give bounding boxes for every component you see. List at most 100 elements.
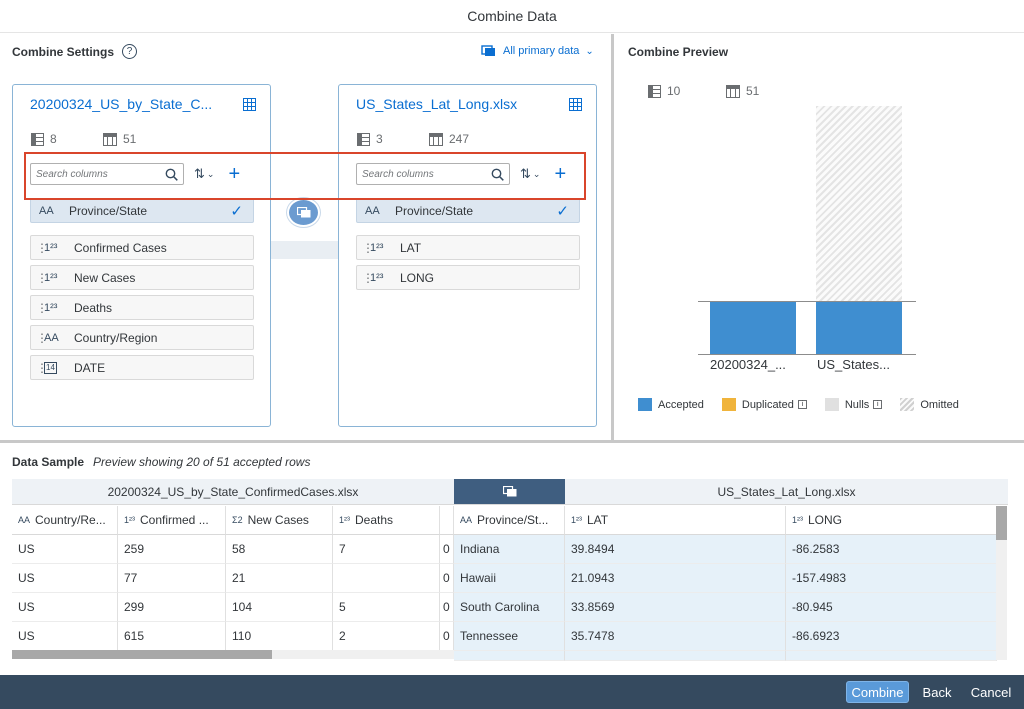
combine-preview-panel: Combine Preview 10 51 20200324_... US_St… [614, 34, 1024, 440]
table-cell[interactable]: 33.8569 [565, 593, 786, 622]
primary-data-dropdown[interactable]: All primary data ⌄ [481, 45, 594, 57]
table-cell[interactable]: 5 [333, 593, 440, 622]
bar-omitted-1[interactable] [816, 106, 902, 301]
table-cell[interactable]: -157.4983 [786, 564, 997, 593]
right-column-item[interactable]: AA Province/State ✓ [356, 198, 580, 223]
column-header[interactable]: Σ2 New Cases [226, 506, 333, 535]
table-cell [454, 651, 565, 661]
right-column-item[interactable]: ⋮ 1²³ LONG [356, 265, 580, 290]
table-cell[interactable]: 2 [333, 622, 440, 651]
type-icon: 1²³ [571, 515, 582, 525]
column-header[interactable]: AA Province/St... [454, 506, 565, 535]
table-cell[interactable]: 0 [440, 564, 454, 593]
type-icon: AA [460, 515, 473, 525]
table-cell[interactable]: -80.945 [786, 593, 997, 622]
table-cell[interactable]: 0 [440, 593, 454, 622]
drag-handle-icon[interactable]: ⋮ [362, 270, 374, 285]
left-column-item[interactable]: ⋮ AA Country/Region [30, 325, 254, 350]
drag-handle-icon[interactable]: ⋮ [36, 300, 48, 315]
table-cell[interactable]: South Carolina [454, 593, 565, 622]
table-cell[interactable]: US [12, 622, 118, 651]
table-cell[interactable]: Indiana [454, 535, 565, 564]
left-column-item[interactable]: ⋮ 1²³ Confirmed Cases [30, 235, 254, 260]
left-search-input[interactable]: Search columns [30, 163, 184, 185]
column-header[interactable]: 1²³ LONG [786, 506, 997, 535]
highlight-annotation [24, 152, 586, 200]
join-link-icon[interactable] [287, 198, 320, 227]
table-grid-icon[interactable] [243, 98, 256, 111]
drag-handle-icon[interactable]: ⋮ [36, 270, 48, 285]
table-cell[interactable]: 21.0943 [565, 564, 786, 593]
bar-label-1: US_States... [817, 357, 890, 372]
legend-accepted: Accepted [638, 398, 704, 411]
dialog-title: Combine Data [0, 0, 1024, 33]
right-dataset-title[interactable]: US_States_Lat_Long.xlsx [356, 96, 518, 112]
measure-count: 51 [103, 132, 183, 146]
table-cell[interactable]: 35.7478 [565, 622, 786, 651]
table-cell[interactable]: 77 [118, 564, 226, 593]
left-column-item[interactable]: AA Province/State ✓ [30, 198, 254, 223]
cancel-button[interactable]: Cancel [970, 684, 1012, 700]
table-cell[interactable]: 259 [118, 535, 226, 564]
table-cell[interactable]: 110 [226, 622, 333, 651]
drag-handle-icon[interactable]: ⋮ [36, 240, 48, 255]
table-cell[interactable]: 58 [226, 535, 333, 564]
bar-accepted-1[interactable] [816, 301, 902, 354]
column-header[interactable]: 1²³ LAT [565, 506, 786, 535]
question-icon[interactable]: ? [122, 44, 137, 59]
table-cell[interactable]: 104 [226, 593, 333, 622]
column-header[interactable]: AA Country/Re... [12, 506, 118, 535]
table-cell [786, 651, 997, 661]
table-grid-icon[interactable] [569, 98, 582, 111]
info-icon[interactable]: i [797, 400, 807, 409]
text-type-icon: AA [44, 331, 59, 344]
left-column-item[interactable]: ⋮ 14 DATE [30, 355, 254, 380]
horizontal-scrollbar-thumb[interactable] [12, 650, 272, 659]
drag-handle-icon[interactable]: ⋮ [36, 330, 48, 345]
join-connector [271, 241, 338, 259]
vertical-scrollbar-track[interactable] [996, 506, 1007, 660]
column-header[interactable]: 1²³ Confirmed ... [118, 506, 226, 535]
combine-button[interactable]: Combine [846, 681, 909, 703]
calendar-icon: 14 [44, 362, 57, 374]
table-cell[interactable]: Hawaii [454, 564, 565, 593]
drag-handle-icon[interactable]: ⋮ [36, 360, 48, 375]
table-cell[interactable]: 39.8494 [565, 535, 786, 564]
sort-icon[interactable]: ⇅ ⌄ [520, 166, 541, 181]
number-type-icon: 1²³ [370, 241, 384, 254]
check-icon: ✓ [556, 202, 569, 220]
left-column-item[interactable]: ⋮ 1²³ Deaths [30, 295, 254, 320]
add-column-button[interactable]: + [554, 163, 567, 185]
data-sample-subtitle: Preview showing 20 of 51 accepted rows [93, 455, 311, 469]
table-cell[interactable]: US [12, 564, 118, 593]
table-cell[interactable]: Tennessee [454, 622, 565, 651]
table-cell[interactable]: 0 [440, 535, 454, 564]
table-cell[interactable]: 299 [118, 593, 226, 622]
vertical-scrollbar-thumb[interactable] [996, 506, 1007, 540]
table-cell[interactable] [333, 564, 440, 593]
table-cell[interactable]: US [12, 535, 118, 564]
left-dataset-title[interactable]: 20200324_US_by_State_C... [30, 96, 213, 112]
sort-icon[interactable]: ⇅ ⌄ [194, 166, 215, 181]
left-column-item[interactable]: ⋮ 1²³ New Cases [30, 265, 254, 290]
horizontal-splitter[interactable] [0, 440, 1024, 443]
table-cell[interactable]: 0 [440, 622, 454, 651]
table-cell[interactable]: 21 [226, 564, 333, 593]
table-cell[interactable]: -86.6923 [786, 622, 997, 651]
measure-icon [429, 132, 443, 146]
table-cell[interactable]: -86.2583 [786, 535, 997, 564]
bar-accepted-0[interactable] [710, 301, 796, 354]
right-column-item[interactable]: ⋮ 1²³ LAT [356, 235, 580, 260]
data-sample-title: Data Sample [12, 455, 85, 469]
column-header[interactable] [440, 506, 454, 535]
vertical-splitter[interactable] [611, 34, 614, 440]
table-cell[interactable]: 7 [333, 535, 440, 564]
drag-handle-icon[interactable]: ⋮ [362, 240, 374, 255]
table-cell[interactable]: 615 [118, 622, 226, 651]
back-button[interactable]: Back [922, 684, 952, 700]
add-column-button[interactable]: + [228, 163, 241, 185]
column-header[interactable]: 1²³ Deaths [333, 506, 440, 535]
info-icon[interactable]: i [873, 400, 883, 409]
right-search-input[interactable]: Search columns [356, 163, 510, 185]
table-cell[interactable]: US [12, 593, 118, 622]
